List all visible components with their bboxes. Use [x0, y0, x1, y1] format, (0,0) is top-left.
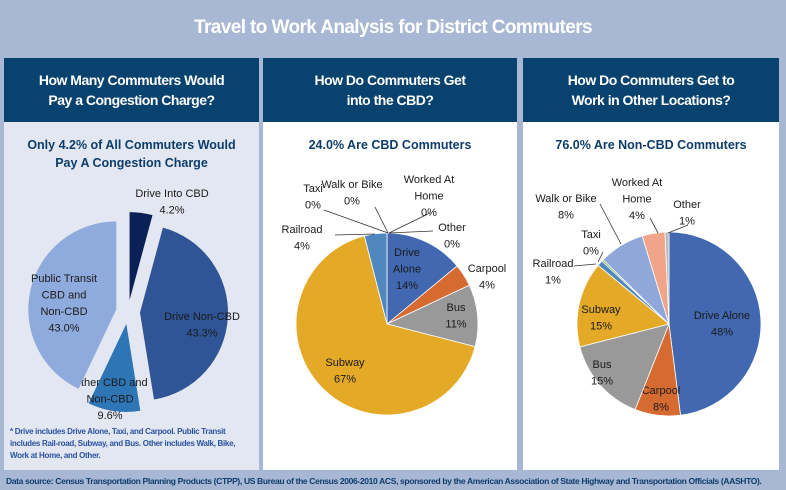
slice-label: Walk or Bike	[321, 179, 382, 191]
leader-line	[334, 233, 376, 236]
slice-label: Subway	[581, 304, 621, 316]
slice-label: Walk or Bike	[535, 193, 596, 205]
slice-label: Non-CBD	[40, 306, 87, 318]
slice-value: 4.2%	[159, 205, 184, 217]
subtitle-line: Only 4.2% of All Commuters Would	[27, 138, 236, 152]
header-line: How Do Commuters Get to	[567, 72, 735, 88]
pie-slice	[576, 264, 670, 348]
slice-value: 0%	[444, 239, 460, 251]
leader-line	[599, 203, 622, 245]
panel-header: How Many Commuters Would Pay a Congestio…	[4, 58, 259, 122]
slice-value: 11%	[445, 319, 466, 331]
slice-value: 15%	[591, 376, 613, 388]
slice-value: 48%	[711, 327, 733, 339]
slice-label: Other CBD and	[72, 377, 147, 389]
footnote: * Drive includes Drive Alone, Taxi, and …	[10, 427, 236, 460]
slice-label: CBD and	[42, 290, 87, 302]
slice-value: 14%	[396, 280, 418, 292]
slice-label: Other	[673, 199, 701, 211]
pie-slice	[88, 323, 141, 412]
slice-label: Drive	[394, 247, 420, 259]
slice-value: 9.6%	[97, 410, 122, 422]
panel-header: How Do Commuters Get into the CBD?	[263, 58, 517, 122]
header-line: Work in Other Locations?	[571, 92, 731, 108]
leader-line	[388, 230, 434, 234]
slice-label: Drive Alone	[694, 310, 750, 322]
slice-label: Railroad	[282, 224, 323, 236]
leader-line	[374, 206, 389, 234]
slice-value: 0%	[421, 207, 437, 219]
slice-label: Carpool	[468, 263, 507, 275]
pie-slice	[579, 323, 670, 411]
leader-line	[388, 212, 431, 234]
slice-label: Railroad	[533, 258, 574, 270]
slice-value: 43.3%	[186, 328, 217, 340]
slice-value: 1%	[679, 216, 695, 228]
page-title: Travel to Work Analysis for District Com…	[194, 17, 593, 38]
slice-value: 67%	[334, 374, 356, 386]
leader-line	[597, 251, 604, 263]
header-line: into the CBD?	[346, 92, 434, 108]
slice-value: 4%	[294, 241, 310, 253]
leader-line	[323, 209, 389, 234]
slice-label: Worked At	[612, 177, 663, 189]
slice-label: Home	[414, 191, 443, 203]
pie-slice	[28, 221, 117, 389]
header-line: Pay a Congestion Charge?	[48, 92, 215, 108]
pie-slice	[129, 212, 153, 301]
slice-label: Taxi	[581, 229, 601, 241]
slice-value: 0%	[305, 200, 321, 212]
slice-value: 0%	[344, 196, 360, 208]
slice-label: Drive Into CBD	[135, 188, 208, 200]
slice-value: 8%	[558, 210, 574, 222]
slice-label: Taxi	[303, 183, 323, 195]
leader-line	[649, 217, 659, 234]
pie-slice	[664, 231, 670, 325]
pie-slice	[295, 235, 476, 416]
pie-slice	[139, 227, 228, 400]
panel-subtitle: 24.0% Are CBD Commuters	[308, 138, 472, 152]
data-source: Data source: Census Transportation Plann…	[6, 476, 762, 486]
panel-header: How Do Commuters Get to Work in Other Lo…	[523, 58, 779, 122]
slice-label: Other	[438, 222, 466, 234]
panel-subtitle: 76.0% Are Non-CBD Commuters	[555, 138, 747, 152]
leader-line	[667, 224, 689, 234]
slice-value: 4%	[629, 210, 645, 222]
slice-label: Worked At	[404, 174, 455, 186]
slice-label: Public Transit	[31, 273, 97, 285]
header-line: How Many Commuters Would	[38, 72, 225, 88]
slice-label: Bus	[447, 302, 466, 314]
slice-value: 43.0%	[48, 323, 79, 335]
slice-value: 4%	[479, 280, 495, 292]
leader-line	[573, 263, 597, 267]
slice-value: 15%	[590, 321, 612, 333]
subtitle-line: Pay A Congestion Charge	[55, 156, 208, 170]
panel-subtitle: Only 4.2% of All Commuters Would Pay A C…	[4, 136, 259, 172]
slice-label: Non-CBD	[86, 394, 133, 406]
slice-value: 8%	[653, 402, 669, 414]
slice-label: Alone	[393, 264, 421, 276]
header-line: How Do Commuters Get	[314, 72, 466, 88]
pie-slice	[668, 231, 762, 416]
slice-value: 1%	[545, 275, 561, 287]
slice-label: Drive Non-CBD	[164, 311, 240, 323]
slice-label: Bus	[593, 359, 612, 371]
slice-label: Carpool	[642, 385, 681, 397]
slice-label: Subway	[325, 357, 365, 369]
slice-label: Home	[622, 194, 651, 206]
slice-value: 0%	[583, 246, 599, 258]
